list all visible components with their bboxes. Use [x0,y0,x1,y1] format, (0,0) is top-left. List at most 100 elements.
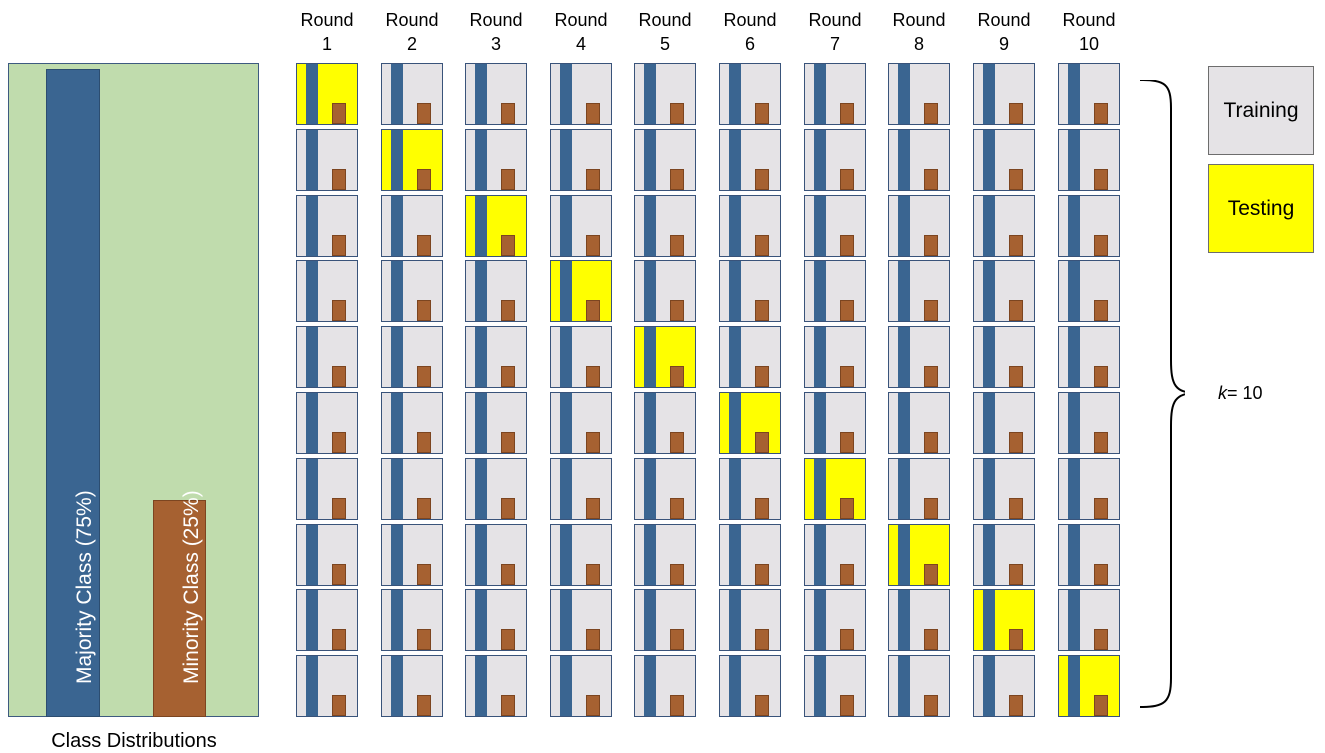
fold-majority-bar [814,524,826,585]
fold-minority-bar [1094,695,1108,717]
fold-majority-bar [814,458,826,519]
fold-minority-bar [586,629,600,651]
fold-majority-bar [729,64,741,124]
training-fold-cell [296,589,358,652]
training-fold-cell [465,457,527,520]
training-fold-cell [804,260,866,323]
fold-minority-bar [840,629,854,651]
fold-majority-bar [814,590,826,651]
fold-minority-bar [332,497,346,519]
fold-majority-bar [729,327,741,388]
fold-minority-bar [924,366,938,388]
round-header: Round 6 [710,8,790,56]
fold-minority-bar [1094,366,1108,388]
fold-minority-bar [924,300,938,322]
testing-fold-cell [465,194,527,257]
fold-majority-bar [391,64,403,124]
training-fold-cell [719,326,781,389]
training-fold-cell [888,655,950,718]
round-header-number: 9 [998,34,1009,54]
fold-majority-bar [898,393,910,453]
fold-majority-bar [814,656,826,717]
fold-majority-bar [983,590,995,651]
fold-minority-bar [755,497,769,519]
fold-minority-bar [417,432,431,453]
fold-minority-bar [1009,168,1023,190]
fold-minority-bar [332,695,346,717]
fold-majority-bar [475,656,487,717]
fold-minority-bar [1009,234,1023,256]
fold-majority-bar [391,195,403,256]
round-header-word: Round [469,10,523,30]
fold-minority-bar [755,234,769,256]
training-fold-cell [804,194,866,257]
round-header: Round 8 [879,8,959,56]
fold-majority-bar [1068,458,1080,519]
training-fold-cell [381,457,443,520]
fold-minority-bar [755,432,769,453]
training-fold-cell [888,63,950,125]
training-fold-cell [888,392,950,454]
fold-majority-bar [391,129,403,190]
fold-minority-bar [924,432,938,453]
fold-minority-bar [840,563,854,585]
round-header: Round 1 [287,8,367,56]
fold-majority-bar [729,656,741,717]
fold-majority-bar [814,261,826,322]
fold-minority-bar [670,300,684,322]
round-header-word: Round [385,10,439,30]
fold-minority-bar [501,300,515,322]
round-header-number: 8 [913,34,924,54]
minority-class-label: Minority Class (25%) [179,490,203,684]
round-header: Round 5 [625,8,705,56]
fold-minority-bar [501,366,515,388]
fold-majority-bar [644,195,656,256]
training-fold-cell [634,589,696,652]
fold-majority-bar [983,524,995,585]
training-fold-cell [804,523,866,586]
fold-majority-bar [983,261,995,322]
fold-majority-bar [391,327,403,388]
fold-minority-bar [1094,563,1108,585]
fold-majority-bar [560,261,572,322]
training-fold-cell [719,194,781,257]
fold-minority-bar [755,103,769,124]
fold-minority-bar [924,168,938,190]
round-header-word: Round [723,10,777,30]
fold-majority-bar [1068,524,1080,585]
fold-majority-bar [898,64,910,124]
training-fold-cell [634,260,696,323]
fold-minority-bar [1009,366,1023,388]
training-fold-cell [550,457,612,520]
fold-minority-bar [670,168,684,190]
round-header-number: 1 [321,34,332,54]
fold-majority-bar [1068,656,1080,717]
training-fold-cell [1058,392,1120,454]
fold-minority-bar [1094,629,1108,651]
fold-minority-bar [417,103,431,124]
training-fold-cell [719,63,781,125]
fold-majority-bar [475,393,487,453]
training-fold-cell [634,457,696,520]
fold-majority-bar [306,393,318,453]
testing-fold-cell [634,326,696,389]
fold-majority-bar [560,393,572,453]
fold-majority-bar [391,656,403,717]
training-fold-cell [804,655,866,718]
round-header: Round 7 [795,8,875,56]
training-fold-cell [465,128,527,191]
training-fold-cell [550,523,612,586]
fold-minority-bar [840,103,854,124]
fold-minority-bar [1094,300,1108,322]
fold-majority-bar [644,458,656,519]
fold-minority-bar [501,103,515,124]
fold-minority-bar [1009,432,1023,453]
round-header-number: 2 [406,34,417,54]
fold-minority-bar [501,234,515,256]
training-fold-cell [465,655,527,718]
legend-training-label: Training [1223,98,1299,122]
fold-majority-bar [1068,64,1080,124]
training-fold-cell [634,655,696,718]
fold-minority-bar [332,168,346,190]
fold-minority-bar [586,497,600,519]
